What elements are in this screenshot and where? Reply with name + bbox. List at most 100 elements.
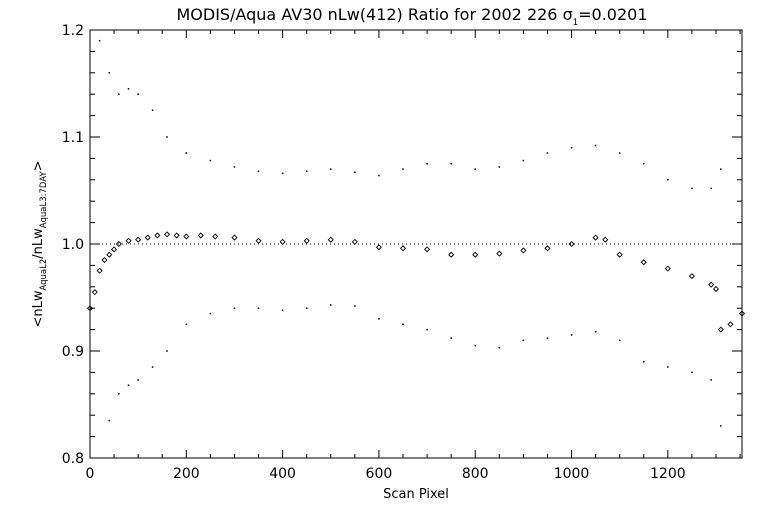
lower-sigma-point [618, 339, 621, 342]
lower-sigma-point [354, 305, 356, 307]
upper-sigma-point [402, 168, 404, 170]
chart-title: MODIS/Aqua AV30 nLw(412) Ratio for 2002 … [176, 5, 647, 28]
y-tick-label: 0.8 [62, 451, 84, 467]
x-tick-label: 200 [173, 466, 200, 482]
mean-ratio-point [154, 232, 161, 239]
upper-sigma-point [426, 163, 428, 165]
mean-ratio-point [664, 265, 671, 272]
lower-sigma-point [118, 393, 120, 395]
upper-sigma-point [522, 159, 525, 162]
mean-ratio-point [279, 238, 286, 245]
mean-ratio-point [231, 234, 238, 241]
mean-ratio-point [111, 246, 118, 253]
mean-ratio-point [472, 251, 479, 258]
y-tick-label: 1.0 [62, 237, 84, 253]
upper-sigma-point [257, 170, 260, 172]
lower-sigma-point [720, 425, 722, 427]
mean-ratio-point [183, 233, 190, 240]
mean-ratio-point [125, 237, 132, 244]
mean-ratio-point [688, 273, 695, 280]
mean-ratio-point [212, 233, 219, 240]
upper-sigma-point [378, 174, 380, 177]
upper-sigma-point [667, 179, 669, 181]
mean-ratio-point [568, 240, 575, 248]
x-tick-label: 400 [269, 466, 296, 482]
lower-sigma-point [594, 330, 597, 333]
x-tick-label: 0 [86, 466, 95, 482]
mean-ratio-point [173, 232, 180, 239]
mean-ratio-point [544, 245, 551, 252]
lower-sigma-point [474, 344, 476, 347]
lower-sigma-point [426, 328, 428, 331]
upper-sigma-point [151, 109, 154, 111]
lower-sigma-point [378, 318, 380, 320]
mean-ratio-point [255, 237, 262, 244]
lower-sigma-point [522, 339, 525, 342]
upper-sigma-point [166, 136, 168, 138]
lower-sigma-point [546, 337, 549, 339]
y-tick-label: 1.1 [62, 130, 84, 146]
upper-sigma-point [474, 168, 476, 170]
upper-sigma-point [546, 152, 549, 154]
mean-ratio-point [738, 310, 746, 317]
series-upper-sigma [98, 39, 722, 190]
mean-ratio-point [115, 240, 122, 248]
mean-ratio-point [496, 250, 503, 257]
upper-sigma-point [108, 72, 111, 74]
x-tick-label: 800 [462, 466, 489, 482]
mean-ratio-point [717, 326, 724, 333]
upper-sigma-point [498, 166, 501, 168]
lower-sigma-point [570, 334, 573, 336]
lower-sigma-point [281, 309, 284, 312]
mean-ratio-point [375, 244, 382, 251]
lower-sigma-point [127, 384, 130, 386]
lower-sigma-point [233, 307, 236, 309]
upper-sigma-point [450, 163, 452, 165]
y-axis: 0.8 0.9 1.0 1.1 1.2 [62, 23, 742, 467]
series-mean-ratio [86, 231, 746, 333]
upper-sigma-point [305, 170, 308, 172]
lower-sigma-point [137, 379, 139, 381]
lower-sigma-point [450, 337, 452, 339]
lower-sigma-point [498, 347, 501, 349]
mean-ratio-point [86, 305, 94, 312]
upper-sigma-point [570, 146, 573, 149]
lower-sigma-point [305, 307, 308, 309]
upper-sigma-point [127, 88, 130, 90]
lower-sigma-point [166, 350, 168, 352]
lower-sigma-point [209, 312, 212, 315]
mean-ratio-point [96, 267, 103, 274]
y-axis-label: <nLwAquaL2/nLwAquaL3:7DAY> [31, 160, 49, 327]
upper-sigma-point [118, 93, 120, 95]
mean-ratio-point [144, 234, 151, 241]
x-tick-label: 1200 [650, 466, 686, 482]
mean-ratio-point [602, 236, 609, 243]
upper-sigma-point [209, 159, 212, 162]
lower-sigma-point [402, 323, 404, 325]
upper-sigma-point [233, 166, 236, 168]
lower-sigma-point [185, 323, 188, 325]
x-axis: 0 200 400 600 800 1000 1200 [86, 30, 741, 482]
x-axis-label: Scan Pixel [383, 487, 449, 502]
mean-ratio-point [520, 247, 527, 254]
lower-sigma-point [643, 360, 645, 363]
mean-ratio-point [727, 321, 734, 328]
upper-sigma-point [185, 152, 188, 154]
lower-sigma-point [691, 371, 693, 374]
mean-ratio-point [101, 257, 108, 264]
lower-sigma-point [257, 307, 260, 309]
mean-ratio-point [708, 281, 715, 288]
mean-ratio-point [197, 232, 204, 239]
mean-ratio-point [592, 234, 599, 241]
upper-sigma-point [354, 171, 356, 174]
mean-ratio-point [640, 259, 647, 266]
mean-ratio-point [135, 236, 142, 243]
mean-ratio-point [424, 246, 431, 253]
lower-sigma-point [710, 379, 712, 381]
upper-sigma-point [98, 39, 101, 42]
mean-ratio-point [91, 289, 98, 296]
upper-sigma-point [594, 144, 597, 147]
upper-sigma-point [710, 187, 712, 190]
mean-ratio-point [327, 236, 334, 243]
